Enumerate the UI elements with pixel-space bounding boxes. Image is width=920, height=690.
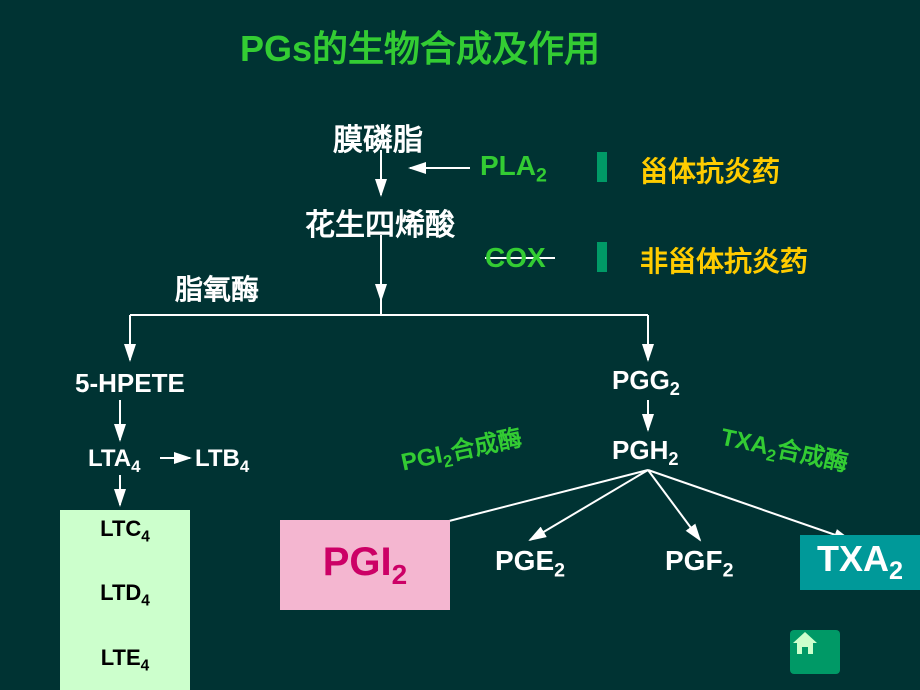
drug-nsaid: 非甾体抗炎药: [640, 240, 808, 280]
ltb4-sub: 4: [240, 457, 249, 476]
pgi2-sub: 2: [392, 559, 408, 590]
lt-cascade-box: LTC4 LTD4 LTE4: [60, 510, 190, 690]
node-membrane: 膜磷脂: [333, 115, 423, 159]
page-title: PGs的生物合成及作用: [240, 20, 600, 72]
node-ltd4: LTD4: [60, 580, 190, 610]
lta4-text: LTA: [88, 445, 131, 472]
pgi2-text: PGI: [323, 540, 392, 584]
node-pge2: PGE2: [495, 545, 565, 583]
ltd4-sub: 4: [141, 593, 150, 610]
pgf2-sub: 2: [723, 560, 734, 582]
node-lte4: LTE4: [60, 645, 190, 675]
drug-steroid: 甾体抗炎药: [640, 150, 780, 190]
txa2-text: TXA: [817, 538, 889, 579]
pla2-sub: 2: [536, 165, 547, 187]
enzyme-lox: 脂氧酶: [175, 268, 259, 308]
home-icon: [790, 630, 820, 656]
lte4-text: LTE: [101, 645, 141, 670]
pgh2-sub: 2: [668, 449, 678, 469]
pla2-text: PLA: [480, 150, 536, 181]
ltc4-text: LTC: [100, 516, 141, 541]
node-pgg2: PGG2: [612, 365, 680, 400]
pgf2-text: PGF: [665, 545, 723, 576]
ltb4-text: LTB: [195, 445, 240, 472]
node-hpete: 5-HPETE: [75, 368, 185, 399]
node-ltb4: LTB4: [195, 445, 249, 477]
pgg2-sub: 2: [670, 379, 680, 399]
diagram-stage: PGs的生物合成及作用 膜磷脂 花生四烯酸 PLA2 甾体抗炎药 COX 非甾体…: [0, 0, 920, 690]
pgg2-text: PGG: [612, 365, 670, 395]
pge2-text: PGE: [495, 545, 554, 576]
node-pgi2: PGI2: [280, 520, 450, 610]
node-ltc4: LTC4: [60, 516, 190, 546]
home-button[interactable]: [790, 630, 840, 674]
enzyme-pla2: PLA2: [480, 150, 547, 188]
enzyme-cox: COX: [485, 242, 546, 274]
ltc4-sub: 4: [141, 528, 150, 545]
node-txa2: TXA2: [800, 535, 920, 590]
lte4-sub: 4: [141, 657, 150, 674]
node-pgf2: PGF2: [665, 545, 733, 583]
pgi2syn-p: PGI: [399, 441, 445, 476]
node-pgh2: PGH2: [612, 435, 678, 470]
node-aa: 花生四烯酸: [305, 200, 455, 244]
txa2syn-p: TXA: [718, 424, 771, 460]
pgh2-text: PGH: [612, 435, 668, 465]
node-lta4: LTA4: [88, 445, 140, 477]
lta4-sub: 4: [131, 457, 140, 476]
ltd4-text: LTD: [100, 580, 141, 605]
inhibitor-bar-steroid: [597, 152, 607, 182]
txa2-sub: 2: [889, 558, 903, 586]
pge2-sub: 2: [554, 560, 565, 582]
inhibitor-bar-nsaid: [597, 242, 607, 272]
